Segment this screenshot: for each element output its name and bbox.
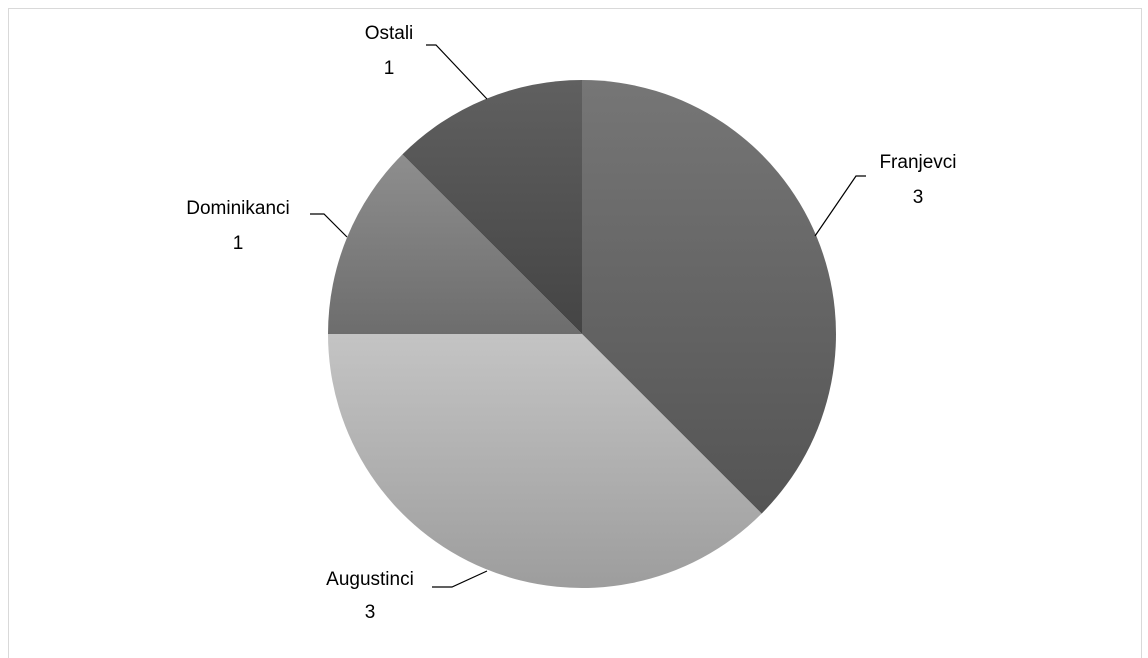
pie-slice-ostali — [402, 80, 582, 334]
pie-slice-dominikanci — [328, 154, 582, 334]
leader-line-dominikanci — [310, 213, 348, 238]
pie-slices — [328, 80, 836, 588]
data-label-name-augustinci: Augustinci — [326, 569, 414, 590]
leader-line-ostali — [426, 44, 488, 100]
leader-line-augustinci — [432, 570, 488, 588]
data-label-name-dominikanci: Dominikanci — [186, 198, 289, 219]
data-label-value-dominikanci: 1 — [233, 233, 244, 254]
leader-lines — [310, 44, 866, 588]
data-label-value-franjevci: 3 — [913, 187, 924, 208]
leader-line-franjevci — [814, 175, 866, 237]
data-labels: Franjevci 3 Augustinci 3 Dominikanci 1 Ostali 1 — [186, 23, 956, 623]
pie-slice-franjevci — [582, 80, 836, 514]
pie-slice-augustinci — [328, 334, 762, 588]
data-label-value-ostali: 1 — [384, 58, 395, 79]
data-label-name-ostali: Ostali — [365, 23, 414, 44]
data-label-name-franjevci: Franjevci — [879, 152, 956, 173]
data-label-value-augustinci: 3 — [365, 602, 376, 623]
